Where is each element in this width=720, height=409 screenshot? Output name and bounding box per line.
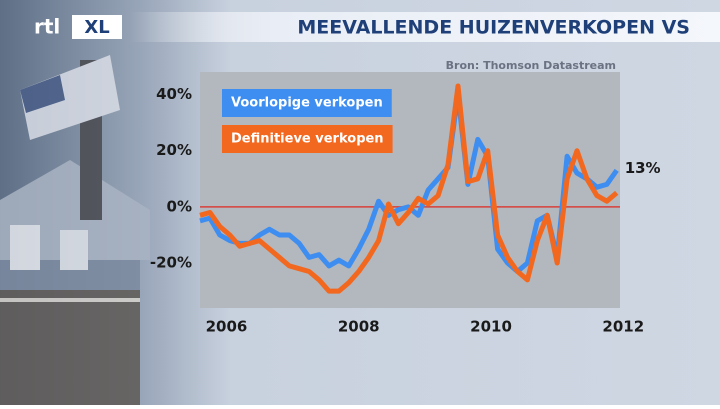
legend-label: Voorlopige verkopen bbox=[231, 96, 383, 111]
logo-rtl: rtl bbox=[34, 15, 60, 39]
y-tick-label: 20% bbox=[156, 141, 192, 159]
photo bbox=[0, 55, 150, 405]
x-tick-label: 2008 bbox=[338, 318, 380, 336]
logo-xl: XL bbox=[84, 17, 109, 38]
legend-box bbox=[222, 89, 392, 117]
annotation: 13% bbox=[625, 159, 661, 177]
title-banner bbox=[130, 12, 720, 42]
x-tick-label: 2006 bbox=[206, 318, 248, 336]
chart-title: MEEVALLENDE HUIZENVERKOPEN VS bbox=[297, 17, 690, 39]
line-series bbox=[199, 83, 619, 294]
y-tick-label: -20% bbox=[150, 254, 192, 272]
legend-label: Definitieve verkopen bbox=[231, 132, 384, 147]
y-tick-label: 0% bbox=[167, 197, 192, 215]
x-tick-label: 2010 bbox=[470, 318, 512, 336]
legend-box bbox=[222, 125, 393, 153]
logo-box bbox=[72, 15, 122, 39]
source: Bron: Thomson Datastream bbox=[446, 59, 616, 72]
x-tick-label: 2012 bbox=[602, 318, 644, 336]
y-tick-label: 40% bbox=[156, 85, 192, 103]
